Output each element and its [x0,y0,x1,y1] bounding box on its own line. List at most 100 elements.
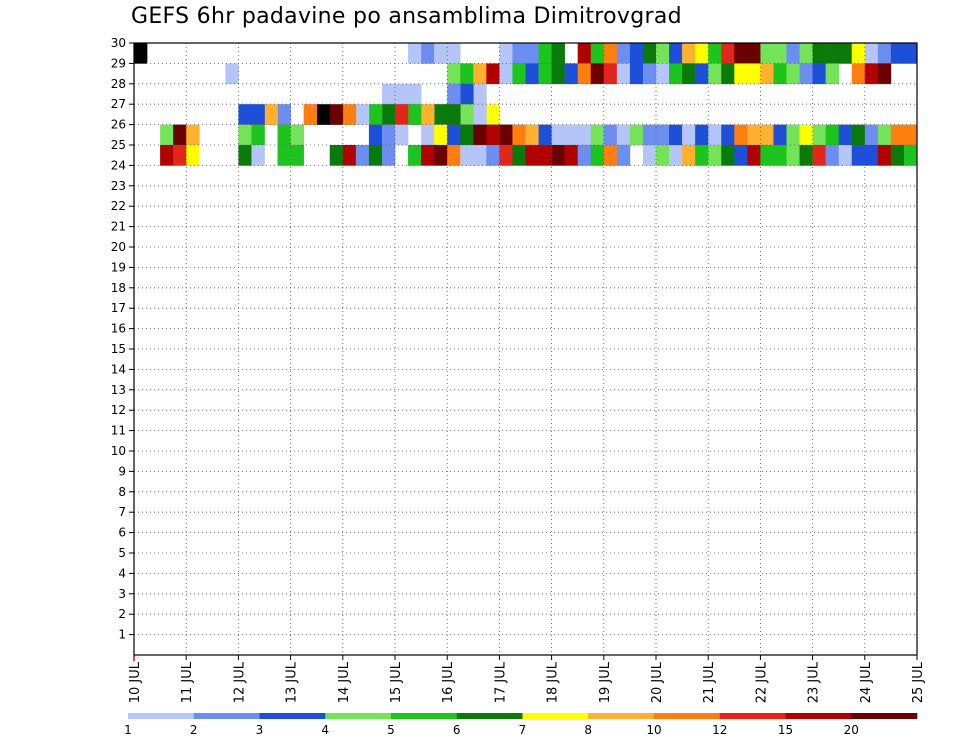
heat-cell [329,104,344,125]
heat-cell [460,83,474,105]
heat-cell [447,43,461,64]
heat-cell [825,145,839,166]
heat-cell [473,63,487,85]
heat-cell [864,145,879,166]
heat-cell [851,145,866,166]
heat-cell [238,124,252,146]
heat-cell [851,124,866,146]
heat-cell [512,63,526,85]
y-tick-label: 23 [111,179,126,193]
heat-cell [434,43,448,64]
heat-cell [225,63,239,85]
heat-cell [747,43,761,64]
heat-cell [486,104,500,125]
heat-cell [695,43,709,64]
heat-cell [903,43,918,64]
heat-cell [395,104,409,125]
heat-cell [747,124,761,146]
heat-cell [616,43,631,64]
heat-cell [381,83,396,105]
y-tick-label: 3 [118,587,126,601]
heat-cell [499,124,513,146]
heat-cell [173,124,187,146]
heat-cell [447,145,461,166]
heat-cell [877,124,892,146]
x-tick-label: 14 JUL [337,661,352,703]
heat-cell [890,43,905,64]
heat-cell [447,124,461,146]
heat-cell [773,63,787,85]
heat-cell [277,104,291,125]
heat-cell [890,124,905,146]
heat-cell [434,104,448,125]
y-tick-label: 20 [111,240,126,254]
heat-cell [903,145,918,166]
y-tick-label: 11 [111,424,126,438]
heat-cell [695,145,709,166]
heat-cell [342,145,357,166]
heat-cell [303,104,317,125]
heat-cell [721,124,735,146]
heat-cell [773,43,787,64]
heat-cell [264,104,278,125]
colorbar-swatch [456,713,523,719]
y-tick-label: 1 [118,628,126,642]
y-tick-label: 13 [111,383,126,397]
heat-cell [760,43,774,64]
x-tick-label: 13 JUL [285,661,300,703]
heat-cell [486,145,500,166]
heat-cell [525,43,539,64]
heat-cell [877,43,892,64]
heat-cell [825,43,839,64]
heat-cell [786,63,800,85]
heat-cell [134,43,148,64]
colorbar-label: 2 [190,723,198,737]
x-tick-label: 15 JUL [389,661,404,703]
heat-cell [682,43,696,64]
colorbar-swatch [588,713,655,719]
heat-cell [812,43,826,64]
x-tick-label: 24 JUL [859,661,874,703]
x-tick-label: 10 JUL [128,661,143,703]
ticks-layer: 1234567891011121314151617181920212223242… [111,36,926,703]
heat-cell [564,145,578,166]
heat-cell [656,145,670,166]
heat-cell [682,124,696,146]
heat-cell [238,104,252,125]
heat-cell [368,145,383,166]
y-tick-label: 10 [111,444,126,458]
heat-cell [525,124,539,146]
y-tick-label: 9 [118,464,126,478]
heat-cell [629,124,644,146]
heat-cell [812,63,826,85]
heat-cell [708,145,722,166]
heat-cell [838,43,853,64]
heat-cell [590,63,605,85]
x-tick-label: 16 JUL [441,661,456,703]
heat-cell [669,43,683,64]
heat-cell [812,145,826,166]
heat-cell [708,124,722,146]
heat-cell [877,145,892,166]
colorbar-swatch [193,713,260,719]
heat-cell [460,124,474,146]
heat-cell [903,124,918,146]
heat-cell [395,83,409,105]
heat-cell [603,124,618,146]
heat-cell [525,63,539,85]
heat-cell [447,83,461,105]
heat-cell [538,43,552,64]
heat-cell [512,43,526,64]
heat-cell [577,124,592,146]
y-tick-label: 24 [111,158,126,172]
heat-cell [421,43,435,64]
y-tick-label: 17 [111,301,126,315]
heat-cell [368,104,383,125]
heat-cell [590,124,605,146]
heat-cell [395,124,409,146]
heat-cell [160,124,174,146]
x-tick-label: 23 JUL [807,661,822,703]
heat-cell [721,63,735,85]
heat-cell [799,124,813,146]
